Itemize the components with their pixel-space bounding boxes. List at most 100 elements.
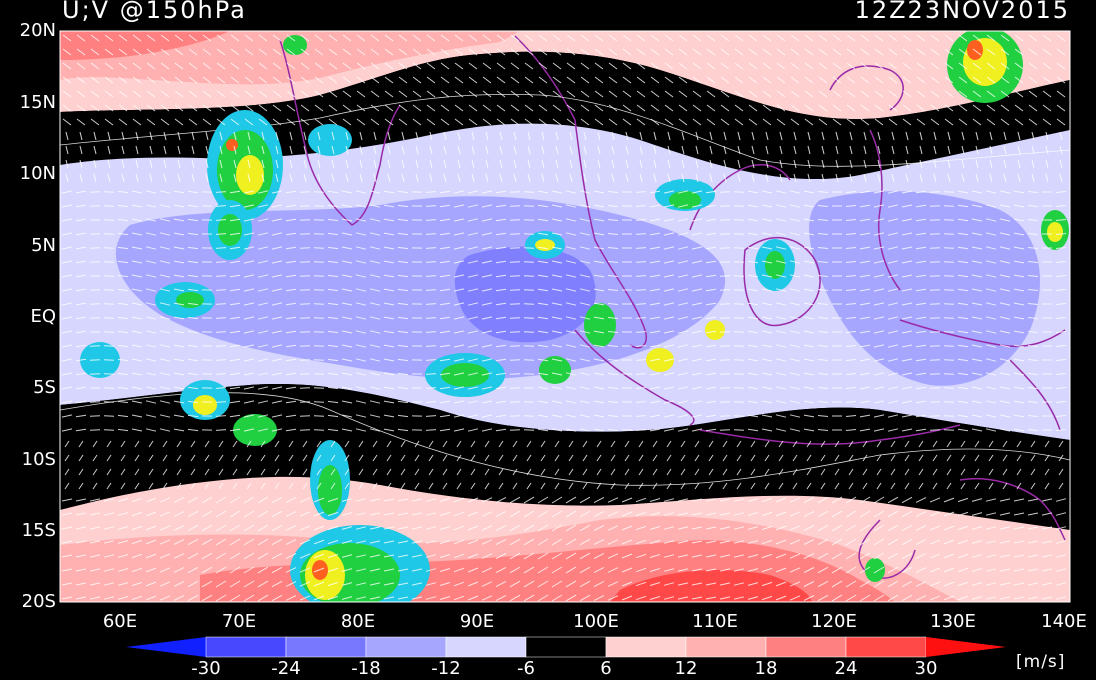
wind-arrow <box>691 568 703 572</box>
wind-arrow <box>999 386 1011 390</box>
wind-arrow <box>677 386 689 390</box>
wind-arrow <box>636 48 646 56</box>
wind-arrow <box>635 387 647 389</box>
wind-arrow <box>971 218 983 222</box>
wind-arrow <box>328 34 338 42</box>
wind-arrow <box>355 568 367 572</box>
wind-arrow <box>915 539 927 545</box>
wind-arrow <box>551 204 563 208</box>
wind-arrow <box>747 204 759 208</box>
wind-arrow <box>541 159 545 169</box>
wind-arrow <box>173 372 185 376</box>
wind-arrow <box>803 316 815 320</box>
wind-arrow <box>989 145 993 155</box>
wind-arrow <box>510 118 520 126</box>
wind-arrow <box>1058 454 1064 462</box>
wind-arrow <box>331 173 335 183</box>
wind-arrow <box>694 440 700 448</box>
wind-arrow <box>845 331 857 333</box>
wind-arrow <box>439 302 451 306</box>
wind-arrow <box>845 303 857 305</box>
wind-arrow <box>593 260 605 264</box>
wind-arrow <box>439 218 451 222</box>
wind-arrow <box>218 468 224 476</box>
wind-arrow <box>243 190 255 194</box>
wind-arrow <box>1042 118 1052 126</box>
wind-arrow <box>762 118 772 126</box>
wind-arrow <box>425 205 437 207</box>
wind-arrow <box>958 118 968 126</box>
wind-arrow <box>821 159 825 169</box>
wind-arrow <box>117 596 129 600</box>
wind-arrow <box>1027 540 1039 544</box>
wind-arrow <box>117 582 129 586</box>
wind-arrow <box>373 159 377 169</box>
wind-arrow <box>793 159 797 169</box>
wind-arrow <box>481 372 493 376</box>
wind-arrow <box>509 317 521 319</box>
wind-arrow <box>512 440 518 448</box>
wind-arrow <box>509 303 521 305</box>
wind-arrow <box>187 428 199 432</box>
wind-arrow <box>453 372 465 376</box>
wind-arrow <box>845 415 857 417</box>
wind-arrow <box>274 454 280 462</box>
wind-arrow <box>551 246 563 250</box>
wind-arrow <box>1027 303 1039 305</box>
wind-arrow <box>271 246 283 250</box>
wind-arrow <box>468 48 478 56</box>
wind-arrow <box>1045 131 1049 141</box>
wind-arrow <box>457 131 461 141</box>
wind-arrow <box>1000 104 1010 112</box>
wind-arrow <box>705 540 717 544</box>
wind-arrow <box>832 90 842 98</box>
wind-arrow <box>929 331 941 333</box>
wind-arrow <box>359 159 363 169</box>
lon-label: 60E <box>102 611 138 632</box>
wind-arrow <box>1055 387 1067 389</box>
wind-arrow <box>303 145 307 155</box>
wind-arrow <box>803 218 815 222</box>
wind-arrow <box>971 498 983 502</box>
wind-arrow <box>873 358 885 362</box>
wind-arrow <box>117 498 129 502</box>
wind-arrow <box>524 62 534 70</box>
wind-arrow <box>761 260 773 264</box>
wind-arrow <box>131 372 143 376</box>
wind-arrow <box>789 302 801 306</box>
wind-arrow <box>593 400 605 404</box>
wind-arrow <box>188 118 198 126</box>
wind-arrow <box>117 218 129 222</box>
wind-arrow <box>775 567 787 573</box>
wind-arrow <box>118 118 128 126</box>
wind-arrow <box>425 261 437 263</box>
wind-arrow <box>554 454 560 462</box>
wind-arrow <box>846 48 856 56</box>
wind-arrow <box>565 260 577 264</box>
wind-arrow <box>929 289 941 291</box>
wind-arrow <box>555 145 559 155</box>
wind-arrow <box>1055 359 1067 361</box>
wind-arrow <box>999 246 1011 250</box>
wind-arrow <box>89 219 101 221</box>
wind-arrow <box>106 440 112 448</box>
wind-arrow <box>271 386 283 390</box>
wind-arrow <box>958 104 968 112</box>
wind-arrow <box>747 386 759 390</box>
wind-arrow <box>527 131 531 141</box>
wind-arrow <box>481 553 493 559</box>
wind-arrow <box>355 316 367 320</box>
wind-arrow <box>537 204 549 208</box>
wind-arrow <box>901 260 913 264</box>
wind-arrow <box>719 373 731 375</box>
wind-arrow <box>891 131 895 141</box>
wind-arrow <box>174 104 184 112</box>
wind-arrow <box>761 316 773 320</box>
wind-arrow <box>412 90 422 98</box>
wind-arrow <box>846 34 856 42</box>
lat-label: 10S <box>21 449 56 470</box>
wind-arrow <box>803 553 815 559</box>
wind-arrow <box>342 118 352 126</box>
wind-arrow <box>117 526 129 530</box>
wind-arrow <box>594 34 604 42</box>
